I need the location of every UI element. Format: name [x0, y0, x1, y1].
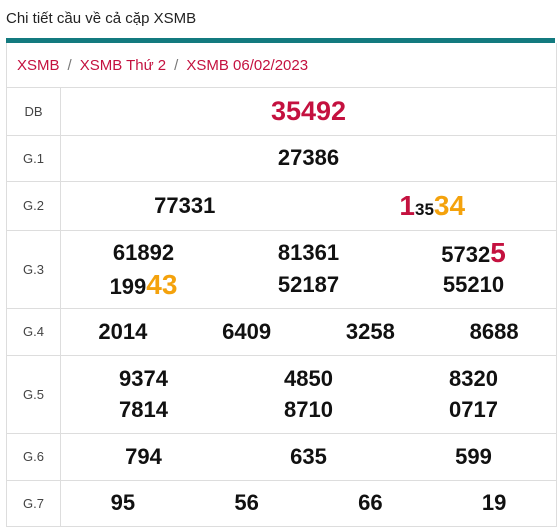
prize-number: 55210 [442, 272, 505, 297]
row-g4: G.4 2014 6409 3258 8688 [7, 308, 556, 356]
prize-label: G.7 [7, 480, 61, 527]
special-prize-number: 35492 [270, 95, 347, 126]
prize-number-highlighted: 19943 [61, 269, 226, 301]
prize-number-highlighted: 57325 [391, 237, 556, 269]
plain-digits: 199 [109, 274, 147, 299]
prize-label: G.6 [7, 433, 61, 481]
prize-number: 19 [481, 490, 507, 515]
prize-number: 2014 [98, 318, 148, 344]
prize-number: 8710 [284, 396, 333, 422]
row-db: DB 35492 [7, 88, 556, 136]
accent-bar [6, 38, 555, 43]
plain-digits: 5732 [441, 242, 491, 267]
prize-number: 794 [125, 443, 162, 469]
prize-number: 8688 [469, 318, 519, 344]
prize-number: 66 [358, 490, 383, 515]
prize-number: 77331 [154, 192, 216, 218]
prize-number: 635 [290, 443, 327, 469]
prize-label: G.1 [7, 135, 61, 182]
prize-label: G.2 [7, 181, 61, 231]
page-title: Chi tiết cầu về cả cặp XSMB [0, 0, 559, 38]
row-g1: G.1 27386 [7, 135, 556, 182]
highlight-digit: 5 [490, 237, 506, 268]
highlight-pair: 43 [146, 269, 178, 300]
prize-number: 0717 [449, 396, 498, 422]
breadcrumb: XSMB / XSMB Thứ 2 / XSMB 06/02/2023 [7, 43, 556, 88]
prize-number: 81361 [277, 240, 340, 265]
prize-number: 4850 [284, 365, 333, 391]
row-g2: G.2 77331 13534 [7, 181, 557, 231]
prize-label: G.4 [7, 308, 61, 356]
prize-number: 7814 [119, 396, 168, 422]
results-card: XSMB / XSMB Thứ 2 / XSMB 06/02/2023 DB 3… [6, 43, 557, 527]
breadcrumb-separator: / [67, 56, 72, 74]
breadcrumb-xsmb[interactable]: XSMB [17, 56, 60, 74]
prize-number: 61892 [112, 240, 175, 265]
prize-number: 95 [110, 490, 136, 515]
breadcrumb-separator: / [174, 56, 179, 74]
prize-number: 8320 [449, 365, 498, 391]
prize-label: G.3 [7, 230, 61, 309]
prize-number: 56 [234, 490, 259, 515]
prize-number: 599 [455, 443, 492, 469]
row-g5: G.5 9374 4850 8320 7814 8710 0717 [7, 355, 556, 434]
prize-label: DB [7, 88, 61, 136]
prize-number: 52187 [277, 272, 340, 297]
breadcrumb-xsmb-date[interactable]: XSMB 06/02/2023 [186, 56, 309, 74]
prize-number: 27386 [277, 145, 340, 170]
prize-label: G.5 [7, 355, 61, 434]
prize-number: 6409 [222, 318, 272, 344]
highlight-pair: 34 [433, 189, 466, 221]
prize-number: 9374 [119, 365, 168, 391]
prize-number: 3258 [345, 318, 395, 344]
row-g6: G.6 794 635 599 [7, 433, 556, 481]
results-table: DB 35492 G.1 27386 G.2 77331 13534 G.3 [7, 88, 556, 527]
prize-number-highlighted: 13534 [309, 190, 557, 222]
plain-digits: 35 [415, 199, 434, 219]
breadcrumb-xsmb-thu2[interactable]: XSMB Thứ 2 [79, 56, 167, 74]
row-g3: G.3 61892 81361 57325 19943 52187 55210 [7, 230, 556, 309]
highlight-digit: 1 [399, 189, 415, 221]
row-g7: G.7 95 56 66 19 [7, 480, 556, 527]
